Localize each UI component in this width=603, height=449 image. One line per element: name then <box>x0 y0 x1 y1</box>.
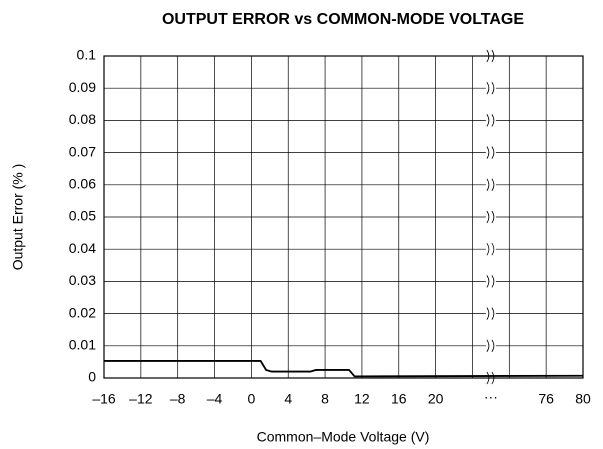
break-gap <box>485 275 496 288</box>
x-tick-label: –4 <box>207 391 223 407</box>
data-line <box>104 360 584 378</box>
break-mark <box>486 307 495 320</box>
x-tick-label: 0 <box>247 391 255 407</box>
y-tick-label: 0.01 <box>69 337 96 353</box>
break-mark <box>486 242 495 256</box>
break-mark <box>486 275 495 288</box>
plot-frame <box>103 55 584 379</box>
x-tick-label: –8 <box>170 391 186 407</box>
x-tick-label: 76 <box>538 391 554 407</box>
x-tick-label: 16 <box>391 391 407 407</box>
y-tick-label: 0.08 <box>69 111 96 127</box>
break-gap <box>485 339 496 352</box>
break-gap <box>485 211 496 223</box>
break-gap <box>485 178 496 191</box>
y-tick-label: 0.06 <box>69 176 96 192</box>
break-gap <box>485 114 496 127</box>
x-break-label: ··· <box>484 389 498 405</box>
break-gap <box>485 307 496 320</box>
x-tick-label: 80 <box>575 391 591 407</box>
y-tick-label: 0.02 <box>69 304 96 320</box>
y-tick-label: 0.1 <box>77 47 97 63</box>
break-mark <box>486 81 495 95</box>
x-tick-label: 8 <box>321 391 329 407</box>
x-tick-label: –16 <box>92 391 116 407</box>
y-tick-label: 0.09 <box>69 79 96 95</box>
x-tick-label: 20 <box>428 391 444 407</box>
break-mark <box>486 178 495 192</box>
break-mark <box>486 210 495 224</box>
y-tick-label: 0.03 <box>69 272 96 288</box>
y-tick-label: 0 <box>88 369 96 385</box>
y-tick-label: 0.05 <box>69 208 96 224</box>
break-mark <box>486 146 495 159</box>
break-gap <box>485 146 496 159</box>
x-tick-label: 4 <box>284 391 292 407</box>
y-tick-label: 0.04 <box>69 240 96 256</box>
break-gap <box>485 82 496 95</box>
break-mark <box>486 339 495 353</box>
y-axis-label: Output Error (% ) <box>10 164 26 271</box>
break-mark <box>486 114 495 127</box>
x-tick-label: –12 <box>129 391 153 407</box>
x-axis-label: Common–Mode Voltage (V) <box>257 429 430 445</box>
y-tick-label: 0.07 <box>69 143 96 159</box>
chart-title: OUTPUT ERROR vs COMMON-MODE VOLTAGE <box>162 11 524 28</box>
break-gap <box>485 243 496 256</box>
x-tick-label: 12 <box>354 391 370 407</box>
